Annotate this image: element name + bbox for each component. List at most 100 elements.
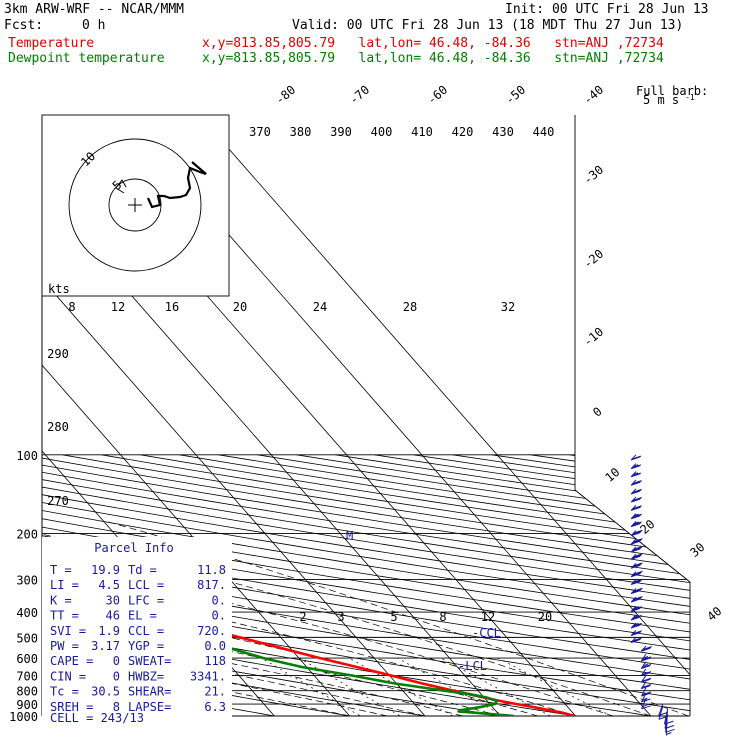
theta-label: 290 xyxy=(47,347,69,361)
wind-barb-flag xyxy=(631,473,641,478)
wind-barb xyxy=(630,596,643,603)
dry-adiabat xyxy=(42,454,690,716)
wind-barb-flag xyxy=(632,505,642,510)
wind-barb-flag xyxy=(632,488,642,493)
dry-adiabat xyxy=(42,454,690,716)
model-title: 3km ARW-WRF -- NCAR/MMM xyxy=(4,2,185,17)
temperature-tick-label: -20 xyxy=(581,247,607,272)
barb-legend-unit: -1 xyxy=(685,93,695,102)
forecast-hour: 0 h xyxy=(82,18,106,33)
parcel-label: CAPE = xyxy=(50,654,93,668)
wind-barb-flag xyxy=(633,553,643,558)
wind-barb-flag xyxy=(632,521,642,526)
wind-barb-flag xyxy=(631,455,642,460)
wind-barb-flag xyxy=(632,571,642,576)
moist-adiabat xyxy=(42,521,576,716)
barb-legend-title: Full barb: xyxy=(636,84,708,98)
mixing-ratio-line xyxy=(261,657,371,716)
mixing-ratio-label: 8 xyxy=(439,610,446,624)
wind-barb-flag xyxy=(632,596,642,601)
wind-barb xyxy=(630,479,642,486)
wind-barb xyxy=(640,645,652,652)
wind-barb-flag xyxy=(633,538,643,543)
parcel-label: K = xyxy=(50,593,72,607)
parcel-label: Tc = xyxy=(50,685,79,699)
parcel-label: LCL = xyxy=(128,578,164,592)
theta-label: 420 xyxy=(452,125,474,139)
wind-barb-half-flag xyxy=(642,704,648,708)
wind-barb-flag xyxy=(631,607,641,612)
dry-adiabat xyxy=(42,454,690,716)
dry-adiabat xyxy=(42,454,690,716)
parcel-value: 3341. xyxy=(190,669,226,683)
dry-adiabat xyxy=(569,454,690,716)
wind-barb xyxy=(630,578,643,586)
wind-barb-flag xyxy=(641,678,651,683)
wind-barb xyxy=(630,553,643,560)
pressure-tick-label: 800 xyxy=(16,685,38,699)
wind-barb xyxy=(630,637,642,643)
pressure-tick-label: 400 xyxy=(16,606,38,620)
wind-barb-flag xyxy=(664,725,675,729)
parcel-value: 817. xyxy=(197,578,226,592)
speed-scale-label: 20 xyxy=(233,300,247,314)
parcel-label: SREH = xyxy=(50,700,93,714)
parcel-label: Td = xyxy=(128,563,157,577)
wind-barb-flag xyxy=(633,529,643,534)
wind-barb xyxy=(630,463,642,470)
parcel-value: 720. xyxy=(197,624,226,638)
wind-barb-flag xyxy=(631,616,641,621)
temperature-tick-label: -70 xyxy=(347,83,373,108)
pressure-tick-label: 200 xyxy=(16,527,38,541)
parcel-label: SHEAR= xyxy=(128,685,171,699)
hodograph-ring xyxy=(68,138,202,272)
forecast-label: Fcst: xyxy=(4,18,44,33)
theta-label: 410 xyxy=(411,125,433,139)
hodograph-units-label: kts xyxy=(48,282,70,296)
wind-barbs xyxy=(630,454,675,736)
theta-label: 400 xyxy=(371,125,393,139)
wind-barb-flag xyxy=(631,523,641,528)
wind-barb-flag xyxy=(631,589,642,594)
wind-barb xyxy=(658,703,668,716)
wind-barb-flag xyxy=(631,506,641,511)
mixing-ratio-line xyxy=(299,657,411,716)
wind-barb-flag xyxy=(632,480,642,485)
lcl-marker: -LCL xyxy=(458,659,487,673)
isotherm xyxy=(42,115,386,716)
pressure-tick-label: 500 xyxy=(16,631,38,645)
wind-barb-half-flag xyxy=(633,521,639,525)
wind-barb xyxy=(630,570,643,578)
dry-adiabat xyxy=(42,454,690,716)
wind-barb xyxy=(630,504,642,511)
wind-barb-flag xyxy=(632,606,642,611)
parcel-value: 8 xyxy=(113,700,120,714)
moist-adiabat xyxy=(42,521,350,716)
wind-barb xyxy=(640,687,652,697)
wind-barb-half-flag xyxy=(642,697,648,701)
wind-barb-flag xyxy=(658,715,669,720)
mixing-ratio-label: 20 xyxy=(538,610,552,624)
speed-scale-label: 32 xyxy=(501,300,515,314)
isotherm xyxy=(185,115,690,716)
theta-label: 280 xyxy=(47,420,69,434)
wind-barb-flag xyxy=(632,513,642,518)
temperature-tick-label: -50 xyxy=(503,83,529,108)
wind-barb-flag xyxy=(631,539,642,544)
wind-barb-flag xyxy=(631,489,642,494)
mixing-ratio-line xyxy=(497,657,623,716)
parcel-value: 118 xyxy=(204,654,226,668)
speed-scale-label: 28 xyxy=(403,300,417,314)
parcel-label: PW = xyxy=(50,639,79,653)
wind-barb xyxy=(630,496,642,503)
isotherm xyxy=(42,115,461,716)
init-time: Init: 00 UTC Fri 28 Jun 13 xyxy=(505,2,709,17)
wind-barb-flag xyxy=(631,607,642,612)
dry-adiabat xyxy=(42,454,690,716)
dry-adiabat xyxy=(42,454,690,716)
wind-barb-flag xyxy=(641,677,652,682)
wind-barb xyxy=(630,488,642,495)
dry-adiabat xyxy=(42,454,690,716)
wind-barb-flag xyxy=(631,464,642,469)
parcel-value: 0 xyxy=(113,669,120,683)
